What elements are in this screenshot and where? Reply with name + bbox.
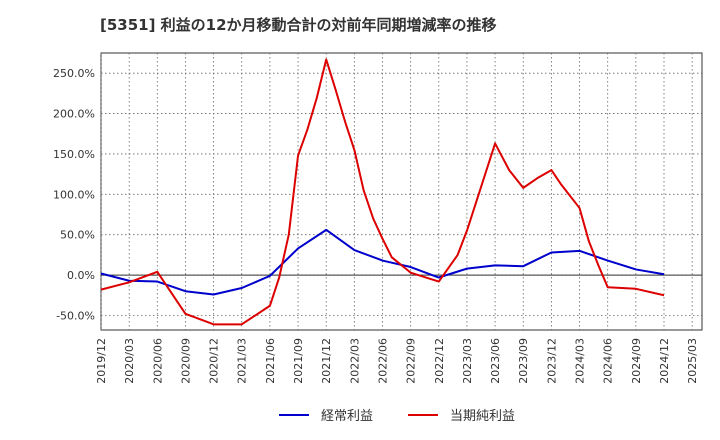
x-tick-label: 2023/09 xyxy=(517,338,530,384)
y-tick-label: -50.0% xyxy=(56,309,95,322)
y-tick-label: 250.0% xyxy=(53,67,95,80)
series-lines xyxy=(100,58,665,326)
grid-lines xyxy=(100,53,702,330)
y-tick-label: 200.0% xyxy=(53,108,95,121)
x-tick-label: 2023/03 xyxy=(461,338,474,384)
x-tick-label: 2022/12 xyxy=(433,338,446,384)
legend: 経常利益 当期純利益 xyxy=(279,409,515,424)
x-tick-label: 2024/12 xyxy=(658,338,671,384)
axis-labels: 2019/12 2020/03 2020/06 2020/09 2020/12 2021/… xyxy=(53,67,699,384)
series-line xyxy=(100,58,665,326)
x-tick-label: 2023/12 xyxy=(545,338,558,384)
plot-area xyxy=(100,52,703,331)
y-tick-label: 0.0% xyxy=(67,269,95,282)
x-tick-label: 2020/09 xyxy=(179,338,192,384)
chart-title: [5351] 利益の12か月移動合計の対前年同期増減率の推移 xyxy=(100,16,497,34)
series-line xyxy=(100,228,665,296)
x-tick-label: 2025/03 xyxy=(686,338,699,384)
x-tick-label: 2021/06 xyxy=(264,338,277,384)
y-tick-label: 150.0% xyxy=(53,148,95,161)
x-tick-label: 2019/12 xyxy=(95,338,108,384)
x-tick-label: 2020/06 xyxy=(151,338,164,384)
y-tick-label: 100.0% xyxy=(53,188,95,201)
legend-label: 当期純利益 xyxy=(450,409,515,424)
x-tick-label: 2021/12 xyxy=(320,338,333,384)
x-tick-label: 2021/03 xyxy=(236,338,249,384)
x-tick-label: 2024/03 xyxy=(574,338,587,384)
x-tick-label: 2022/03 xyxy=(348,338,361,384)
x-tick-label: 2024/06 xyxy=(602,338,615,384)
x-tick-label: 2022/09 xyxy=(405,338,418,384)
x-tick-label: 2020/12 xyxy=(208,338,221,384)
legend-label: 経常利益 xyxy=(321,409,373,424)
x-tick-label: 2023/06 xyxy=(489,338,502,384)
x-tick-label: 2020/03 xyxy=(123,338,136,384)
x-tick-label: 2022/06 xyxy=(376,338,389,384)
y-tick-label: 50.0% xyxy=(60,229,95,242)
x-tick-label: 2024/09 xyxy=(630,338,643,384)
x-tick-label: 2021/09 xyxy=(292,338,305,384)
